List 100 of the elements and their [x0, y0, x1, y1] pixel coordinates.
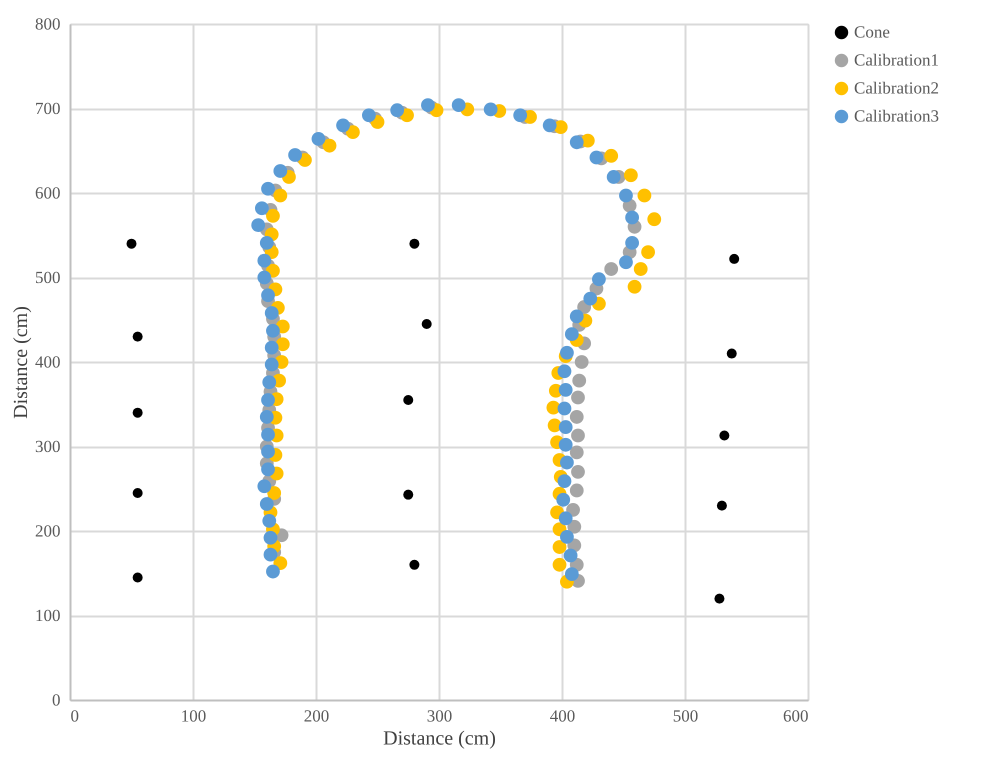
- point: [570, 484, 584, 498]
- point: [513, 108, 528, 122]
- point: [322, 138, 336, 153]
- legend-label: Calibration1: [854, 50, 939, 70]
- point: [716, 500, 727, 511]
- point: [262, 514, 276, 528]
- point: [132, 572, 143, 582]
- point: [606, 170, 621, 184]
- x-tick-label: 100: [180, 706, 206, 726]
- point: [570, 135, 584, 150]
- point: [251, 218, 266, 232]
- point: [558, 364, 572, 378]
- legend-label: Cone: [854, 22, 890, 42]
- point: [132, 488, 143, 498]
- point: [558, 402, 572, 416]
- y-tick-label: 300: [35, 437, 60, 456]
- point: [558, 474, 572, 488]
- point: [409, 560, 420, 570]
- point: [421, 98, 435, 112]
- point: [266, 324, 280, 338]
- legend-label: Calibration2: [854, 78, 939, 98]
- point: [261, 444, 275, 458]
- point: [567, 520, 582, 534]
- y-tick-label: 0: [52, 690, 60, 710]
- point: [564, 327, 579, 341]
- point: [484, 102, 498, 116]
- point: [390, 103, 404, 118]
- point: [570, 309, 584, 324]
- y-tick-label: 500: [35, 268, 60, 287]
- y-axis-title: Distance (cm): [10, 306, 32, 419]
- point: [638, 188, 652, 202]
- point: [558, 511, 573, 526]
- y-tick-label: 800: [35, 14, 60, 34]
- point: [261, 182, 275, 196]
- point: [554, 120, 568, 134]
- y-tick-label: 100: [35, 606, 60, 625]
- point: [604, 262, 618, 276]
- point: [266, 208, 280, 223]
- point: [641, 245, 655, 260]
- point: [619, 255, 633, 270]
- point: [564, 548, 578, 562]
- point: [312, 132, 326, 146]
- point: [261, 462, 275, 476]
- point: [560, 530, 574, 544]
- point: [254, 201, 269, 216]
- point: [273, 164, 288, 178]
- x-tick-label: 0: [70, 706, 79, 726]
- point: [558, 420, 573, 434]
- point: [592, 272, 606, 286]
- point: [726, 348, 737, 359]
- point: [556, 492, 570, 507]
- point: [719, 430, 730, 441]
- point: [574, 355, 589, 369]
- point: [362, 108, 376, 122]
- point: [625, 236, 639, 250]
- point: [625, 210, 639, 224]
- point: [634, 262, 648, 276]
- point: [264, 530, 278, 545]
- point: [262, 375, 276, 390]
- point: [264, 340, 279, 355]
- point: [580, 134, 595, 148]
- point: [261, 288, 275, 302]
- point: [647, 212, 662, 226]
- point: [266, 564, 280, 578]
- point: [264, 548, 278, 562]
- point: [604, 148, 618, 163]
- point: [288, 148, 302, 162]
- point: [558, 438, 573, 452]
- point: [257, 270, 272, 284]
- point: [560, 346, 574, 360]
- point: [714, 594, 724, 604]
- y-tick-label: 400: [35, 352, 60, 372]
- point: [403, 395, 414, 406]
- point: [264, 306, 279, 320]
- point: [624, 168, 638, 182]
- point: [452, 98, 466, 112]
- point: [273, 188, 288, 202]
- point: [570, 410, 584, 424]
- point: [560, 456, 574, 470]
- point: [558, 383, 573, 397]
- point: [619, 188, 633, 202]
- y-tick-label: 200: [35, 522, 60, 540]
- point: [570, 446, 584, 460]
- x-tick-label: 400: [550, 706, 576, 726]
- point: [422, 318, 432, 329]
- x-tick-label: 600: [783, 706, 808, 726]
- point: [548, 418, 562, 432]
- point: [403, 490, 414, 500]
- point: [257, 479, 272, 494]
- x-tick-label: 300: [426, 706, 452, 726]
- point: [552, 540, 566, 554]
- point: [542, 118, 557, 132]
- point: [260, 236, 274, 250]
- point: [126, 238, 136, 249]
- y-tick-label: 600: [35, 184, 60, 202]
- legend-label: Calibration3: [854, 106, 939, 126]
- point: [132, 332, 143, 342]
- point: [583, 292, 598, 306]
- point: [628, 280, 642, 294]
- point: [260, 410, 274, 424]
